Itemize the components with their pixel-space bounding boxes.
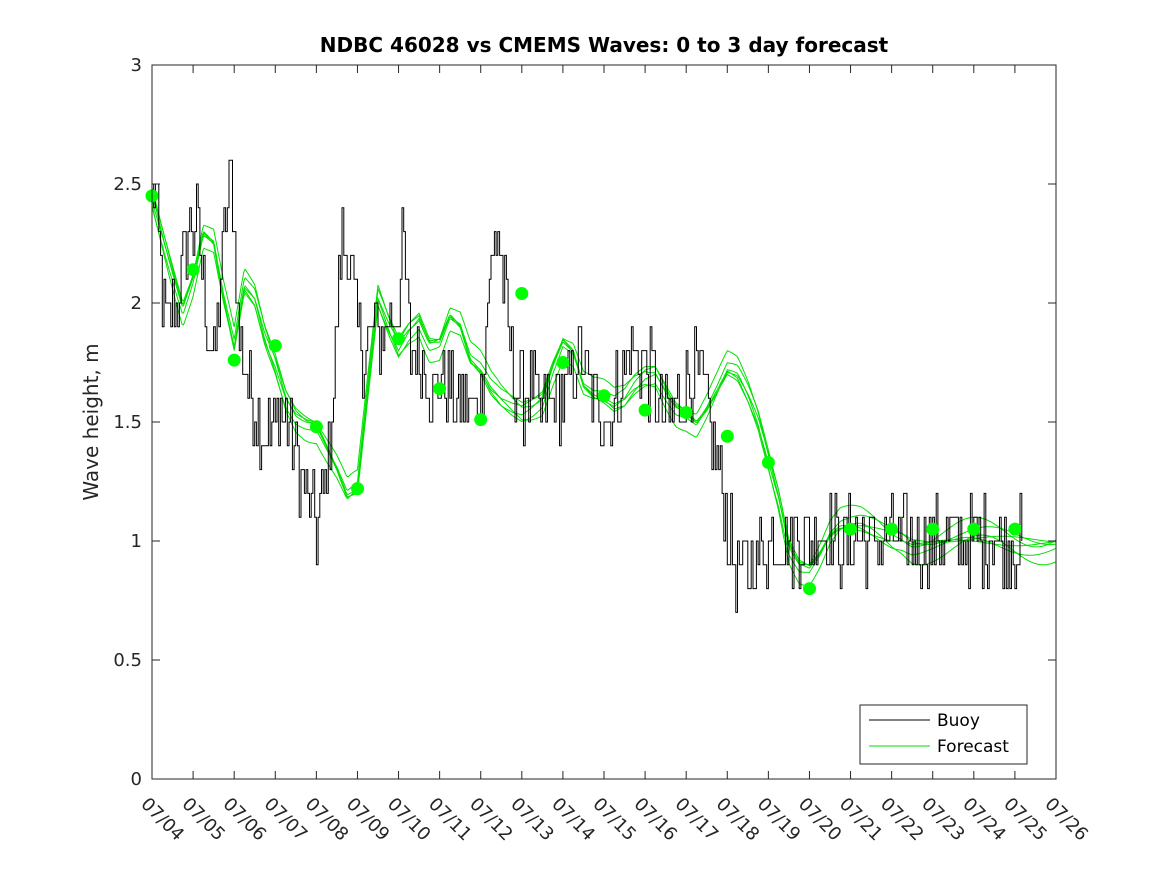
forecast-start-marker (474, 413, 488, 427)
forecast-start-marker (967, 522, 981, 536)
forecast-start-marker (761, 456, 775, 469)
forecast-start-marker (392, 332, 405, 346)
forecast-start-markers (145, 189, 1022, 596)
y-tick-label: 2.5 (113, 174, 142, 195)
forecast-start-marker (309, 420, 323, 434)
forecast-start-marker (1008, 522, 1022, 536)
y-tick-label: 0 (131, 769, 142, 790)
forecast-start-marker (433, 382, 447, 396)
forecast-start-marker (803, 582, 816, 596)
forecast-line-6 (151, 192, 1057, 566)
forecast-start-marker (227, 353, 241, 367)
y-tick-label: 1.5 (113, 412, 142, 433)
forecast-start-marker (679, 406, 693, 419)
forecast-start-marker (926, 522, 940, 536)
y-axis-label: Wave height, m (79, 343, 103, 500)
y-tick-label: 1 (131, 531, 142, 552)
y-tick-label: 0.5 (113, 650, 142, 671)
forecast-start-marker (268, 339, 282, 353)
legend-box (859, 704, 1028, 765)
y-tick-label: 2 (131, 293, 142, 314)
forecast-start-marker (844, 522, 857, 536)
buoy-line (152, 159, 1023, 613)
legend: Buoy Forecast (859, 704, 1028, 765)
forecast-start-marker (885, 522, 899, 536)
forecast-start-marker (720, 429, 734, 443)
legend-forecast-label: Forecast (937, 737, 1009, 757)
forecast-start-marker (186, 263, 200, 277)
forecast-start-marker (351, 482, 364, 496)
legend-buoy-label: Buoy (937, 711, 980, 731)
forecast-start-marker (556, 356, 570, 369)
y-tick-label: 3 (131, 55, 142, 76)
series-layer (151, 159, 1057, 613)
forecast-start-marker (638, 403, 652, 417)
forecast-start-marker (597, 389, 611, 403)
forecast-start-marker (515, 287, 529, 300)
chart-title: NDBC 46028 vs CMEMS Waves: 0 to 3 day fo… (320, 33, 889, 57)
